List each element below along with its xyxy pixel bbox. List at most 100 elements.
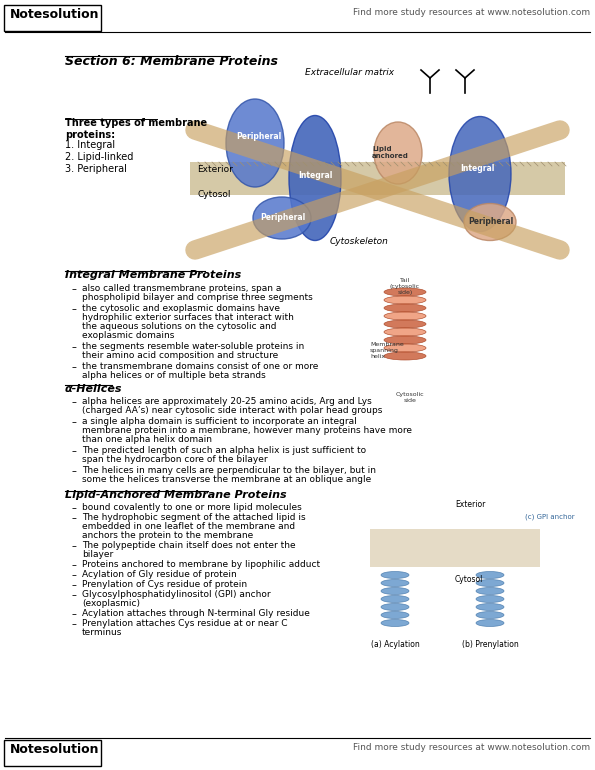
Text: phospholipid bilayer and comprise three segments: phospholipid bilayer and comprise three … bbox=[82, 293, 313, 302]
Ellipse shape bbox=[476, 611, 504, 618]
Text: Prenylation of Cys residue of protein: Prenylation of Cys residue of protein bbox=[82, 580, 247, 589]
Text: Integral: Integral bbox=[298, 171, 333, 180]
Text: alpha helices are approximately 20-25 amino acids, Arg and Lys: alpha helices are approximately 20-25 am… bbox=[82, 397, 372, 406]
Ellipse shape bbox=[384, 296, 426, 304]
Ellipse shape bbox=[381, 620, 409, 627]
Text: Find more study resources at www.notesolution.com: Find more study resources at www.notesol… bbox=[353, 743, 590, 752]
Text: also called transmembrane proteins, span a: also called transmembrane proteins, span… bbox=[82, 284, 281, 293]
Ellipse shape bbox=[381, 580, 409, 587]
Text: –: – bbox=[72, 541, 77, 551]
Text: their amino acid composition and structure: their amino acid composition and structu… bbox=[82, 351, 278, 360]
Text: Cytoskeleton: Cytoskeleton bbox=[330, 237, 389, 246]
Text: Notesolution: Notesolution bbox=[10, 743, 99, 756]
Text: anchors the protein to the membrane: anchors the protein to the membrane bbox=[82, 531, 253, 540]
Text: exoplasmic domains: exoplasmic domains bbox=[82, 331, 174, 340]
Text: a single alpha domain is sufficient to incorporate an integral: a single alpha domain is sufficient to i… bbox=[82, 417, 357, 426]
Text: membrane protein into a membrane, however many proteins have more: membrane protein into a membrane, howeve… bbox=[82, 426, 412, 435]
Text: the cytosolic and exoplasmic domains have: the cytosolic and exoplasmic domains hav… bbox=[82, 304, 280, 313]
Text: Exterior: Exterior bbox=[197, 165, 233, 174]
Text: –: – bbox=[72, 362, 77, 372]
Text: Exterior: Exterior bbox=[455, 500, 486, 509]
Ellipse shape bbox=[381, 604, 409, 611]
Text: Three types of membrane
proteins:: Three types of membrane proteins: bbox=[65, 118, 207, 139]
Text: The predicted length of such an alpha helix is just sufficient to: The predicted length of such an alpha he… bbox=[82, 446, 366, 455]
Text: Integral: Integral bbox=[460, 164, 494, 173]
Text: Tail
(cytosolic
side): Tail (cytosolic side) bbox=[390, 278, 420, 295]
Ellipse shape bbox=[384, 328, 426, 336]
Ellipse shape bbox=[476, 571, 504, 578]
Text: The hydrophobic segment of the attached lipid is: The hydrophobic segment of the attached … bbox=[82, 513, 306, 522]
Text: –: – bbox=[72, 342, 77, 352]
Text: than one alpha helix domain: than one alpha helix domain bbox=[82, 435, 212, 444]
Text: –: – bbox=[72, 513, 77, 523]
Text: Cytosolic
side: Cytosolic side bbox=[396, 392, 424, 403]
Text: 2. Lipid-linked: 2. Lipid-linked bbox=[65, 152, 133, 162]
Text: bilayer: bilayer bbox=[82, 550, 113, 559]
Text: –: – bbox=[72, 590, 77, 600]
Ellipse shape bbox=[381, 611, 409, 618]
Text: –: – bbox=[72, 417, 77, 427]
Text: (charged AA’s) near cytosolic side interact with polar head groups: (charged AA’s) near cytosolic side inter… bbox=[82, 406, 383, 415]
Ellipse shape bbox=[289, 116, 341, 240]
Ellipse shape bbox=[384, 352, 426, 360]
Text: (a) Acylation: (a) Acylation bbox=[371, 640, 419, 649]
Text: alpha helices or of multiple beta strands: alpha helices or of multiple beta strand… bbox=[82, 371, 266, 380]
Bar bbox=[370, 529, 540, 567]
Text: –: – bbox=[72, 580, 77, 590]
Text: –: – bbox=[72, 466, 77, 476]
Ellipse shape bbox=[476, 588, 504, 594]
Text: embedded in one leaflet of the membrane and: embedded in one leaflet of the membrane … bbox=[82, 522, 295, 531]
Text: (c) GPI anchor: (c) GPI anchor bbox=[525, 513, 575, 520]
Text: Proteins anchored to membrane by lipophilic adduct: Proteins anchored to membrane by lipophi… bbox=[82, 560, 320, 569]
Ellipse shape bbox=[253, 197, 311, 239]
Ellipse shape bbox=[384, 336, 426, 344]
Text: Lipid-Anchored Membrane Proteins: Lipid-Anchored Membrane Proteins bbox=[65, 490, 287, 500]
Ellipse shape bbox=[226, 99, 284, 187]
Text: 1. Integral: 1. Integral bbox=[65, 140, 115, 150]
Ellipse shape bbox=[476, 595, 504, 602]
FancyBboxPatch shape bbox=[4, 740, 101, 766]
Text: Cytosol: Cytosol bbox=[197, 190, 230, 199]
Ellipse shape bbox=[384, 344, 426, 352]
Text: bound covalently to one or more lipid molecules: bound covalently to one or more lipid mo… bbox=[82, 503, 302, 512]
Text: The polypeptide chain itself does not enter the: The polypeptide chain itself does not en… bbox=[82, 541, 296, 550]
Ellipse shape bbox=[384, 312, 426, 320]
Text: (exoplasmic): (exoplasmic) bbox=[82, 599, 140, 608]
Ellipse shape bbox=[381, 588, 409, 594]
Text: Membrane
spanning
helix: Membrane spanning helix bbox=[370, 342, 404, 359]
Text: Peripheral: Peripheral bbox=[236, 132, 281, 141]
Text: (b) Prenylation: (b) Prenylation bbox=[462, 640, 518, 649]
Text: Lipid
anchored: Lipid anchored bbox=[372, 146, 409, 159]
Text: Section 6: Membrane Proteins: Section 6: Membrane Proteins bbox=[65, 55, 278, 68]
Ellipse shape bbox=[476, 620, 504, 627]
Bar bbox=[190, 162, 565, 195]
Text: α-Helices: α-Helices bbox=[65, 384, 123, 394]
Text: –: – bbox=[72, 304, 77, 314]
Text: –: – bbox=[72, 503, 77, 513]
Ellipse shape bbox=[384, 320, 426, 328]
Text: –: – bbox=[72, 560, 77, 570]
Ellipse shape bbox=[381, 571, 409, 578]
Text: –: – bbox=[72, 446, 77, 456]
Text: –: – bbox=[72, 619, 77, 629]
Ellipse shape bbox=[476, 580, 504, 587]
Text: the aqueous solutions on the cytosolic and: the aqueous solutions on the cytosolic a… bbox=[82, 322, 277, 331]
Text: Prenylation attaches Cys residue at or near C: Prenylation attaches Cys residue at or n… bbox=[82, 619, 287, 628]
Text: Peripheral: Peripheral bbox=[260, 213, 305, 222]
Text: –: – bbox=[72, 397, 77, 407]
Text: –: – bbox=[72, 609, 77, 619]
Text: Find more study resources at www.notesolution.com: Find more study resources at www.notesol… bbox=[353, 8, 590, 17]
Text: some the helices transverse the membrane at an oblique angle: some the helices transverse the membrane… bbox=[82, 475, 371, 484]
Text: the segments resemble water-soluble proteins in: the segments resemble water-soluble prot… bbox=[82, 342, 304, 351]
Text: –: – bbox=[72, 284, 77, 294]
Ellipse shape bbox=[381, 595, 409, 602]
Ellipse shape bbox=[449, 116, 511, 232]
Text: Cytosol: Cytosol bbox=[455, 575, 483, 584]
Text: Extracellular matrix: Extracellular matrix bbox=[305, 68, 394, 77]
Text: hydrophilic exterior surfaces that interact with: hydrophilic exterior surfaces that inter… bbox=[82, 313, 294, 322]
Text: Acylation of Gly residue of protein: Acylation of Gly residue of protein bbox=[82, 570, 237, 579]
Text: Glycosylphosphatidylinositol (GPI) anchor: Glycosylphosphatidylinositol (GPI) ancho… bbox=[82, 590, 271, 599]
Text: terminus: terminus bbox=[82, 628, 123, 637]
Ellipse shape bbox=[374, 122, 422, 184]
Text: span the hydrocarbon core of the bilayer: span the hydrocarbon core of the bilayer bbox=[82, 455, 268, 464]
